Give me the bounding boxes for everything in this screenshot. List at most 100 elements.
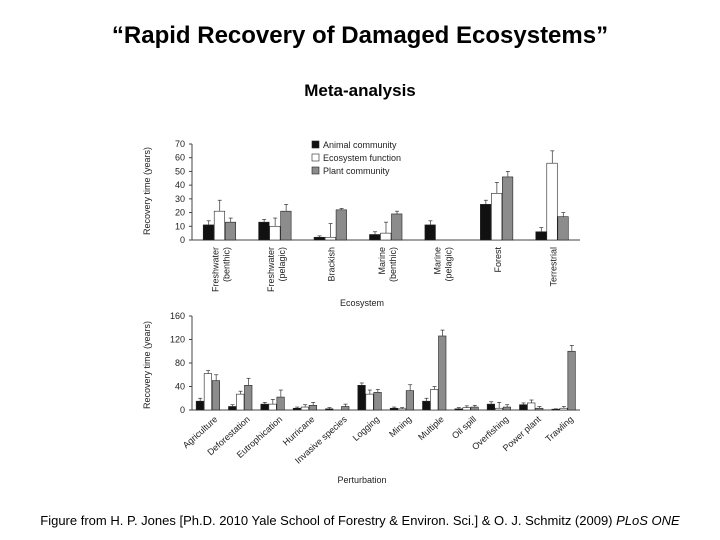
bar-animal-community-oil-spill bbox=[454, 408, 463, 411]
x-tick-label-oil-spill: Oil spill bbox=[450, 414, 478, 441]
bar-animal-community-freshwater-pelagic bbox=[258, 221, 270, 241]
x-axis-label: Ecosystem bbox=[340, 298, 384, 308]
bar-plant-community-freshwater-benthic bbox=[224, 221, 237, 241]
legend: Animal community Ecosystem function Plant … bbox=[311, 140, 401, 176]
bar-plant-community-deforestation bbox=[244, 385, 253, 411]
x-tick-label-line: Brackish bbox=[327, 247, 337, 282]
legend-label-ecosystem-function: Ecosystem function bbox=[323, 153, 401, 163]
x-tick-label-line: Freshwater bbox=[266, 247, 276, 292]
y-tick-label: 80 bbox=[175, 358, 185, 368]
bar-animal-community-brackish bbox=[313, 236, 325, 241]
bar-animal-community-overfishing bbox=[486, 403, 495, 411]
bar-plant-community-terrestrial bbox=[557, 216, 569, 241]
legend-label-animal-community: Animal community bbox=[323, 140, 397, 150]
x-tick-label-line: Terrestrial bbox=[548, 247, 558, 287]
bar-ecosystem-function-overfishing bbox=[494, 407, 503, 411]
bar-animal-community-agriculture bbox=[195, 400, 204, 411]
x-tick-label-terrestrial: Terrestrial bbox=[548, 247, 558, 287]
y-tick-label: 20 bbox=[175, 208, 185, 218]
x-tick-label-line: Marine bbox=[377, 247, 387, 275]
bar-animal-community-eutrophication bbox=[260, 403, 269, 411]
bar-ecosystem-function-forest bbox=[491, 193, 503, 241]
bar-animal-community-invasive-species bbox=[325, 408, 334, 411]
y-tick-label: 40 bbox=[175, 382, 185, 392]
x-tick-label-line: (benthic) bbox=[388, 247, 398, 282]
bar-ecosystem-function-trawling bbox=[559, 407, 568, 411]
x-tick-label-marine-pelagic: Marine (pelagic) bbox=[432, 247, 453, 282]
y-axis-label: Recovery time (years) bbox=[142, 321, 152, 409]
bar-ecosystem-function-agriculture bbox=[203, 373, 212, 411]
legend-swatch-ecosystem-function bbox=[311, 153, 320, 162]
bar-plant-community-freshwater-pelagic bbox=[280, 210, 292, 241]
bar-plant-community-agriculture bbox=[211, 380, 220, 411]
legend-swatch-animal-community bbox=[311, 140, 320, 149]
bar-ecosystem-function-oil-spill bbox=[462, 407, 471, 411]
bar-animal-community-multiple bbox=[422, 400, 431, 411]
y-axis-label: Recovery time (years) bbox=[142, 147, 152, 235]
x-tick-label-line: Forest bbox=[493, 247, 503, 273]
bar-animal-community-forest bbox=[480, 204, 492, 241]
x-tick-label-line: (pelagic) bbox=[443, 247, 453, 282]
chart-2: 0 40 80 120 160 Recovery time (years) Perturba… bbox=[142, 311, 580, 485]
bar-ecosystem-function-power-plant bbox=[527, 402, 536, 411]
bar-plant-community-forest bbox=[502, 176, 514, 241]
x-tick-label-trawling: Trawling bbox=[543, 414, 575, 444]
legend-swatch-plant-community bbox=[311, 166, 320, 175]
bar-plant-community-hurricane bbox=[308, 404, 317, 411]
bar-ecosystem-function-eutrophication bbox=[268, 403, 277, 411]
y-tick-label: 50 bbox=[175, 166, 185, 176]
bar-animal-community-mining bbox=[389, 407, 398, 411]
y-tick-label: 160 bbox=[170, 311, 185, 321]
legend-label-plant-community: Plant community bbox=[323, 166, 390, 176]
bar-animal-community-marine-pelagic bbox=[424, 224, 436, 241]
caption-journal: PLoS ONE bbox=[616, 513, 680, 528]
bar-ecosystem-function-terrestrial bbox=[546, 162, 558, 241]
bar-ecosystem-function-logging bbox=[365, 393, 374, 411]
bar-plant-community-mining bbox=[405, 390, 414, 411]
y-tick-label: 120 bbox=[170, 335, 185, 345]
bar-plant-community-logging bbox=[373, 392, 382, 411]
x-tick-label-line: Marine bbox=[432, 247, 442, 275]
bar-ecosystem-function-mining bbox=[397, 408, 406, 411]
y-tick-label: 10 bbox=[175, 221, 185, 231]
slide-title: “Rapid Recovery of Damaged Ecosystems” bbox=[111, 22, 609, 49]
x-tick-label-line: (benthic) bbox=[222, 247, 232, 282]
bar-animal-community-marine-benthic bbox=[369, 234, 381, 241]
bar-ecosystem-function-hurricane bbox=[300, 406, 309, 411]
x-tick-label-multiple: Multiple bbox=[416, 414, 446, 442]
x-tick-label-mining: Mining bbox=[387, 414, 413, 439]
bar-plant-community-eutrophication bbox=[276, 396, 285, 411]
bar-ecosystem-function-deforestation bbox=[236, 393, 245, 411]
bar-ecosystem-function-marine-benthic bbox=[380, 232, 392, 241]
bar-ecosystem-function-freshwater-benthic bbox=[213, 210, 226, 241]
y-tick-label: 30 bbox=[175, 194, 185, 204]
x-tick-label-brackish: Brackish bbox=[327, 247, 337, 282]
x-tick-label-marine-benthic: Marine (benthic) bbox=[377, 247, 398, 282]
bar-plant-community-brackish bbox=[335, 209, 347, 241]
x-tick-label-logging: Logging bbox=[351, 414, 382, 443]
x-tick-label-line: (pelagic) bbox=[277, 247, 287, 282]
x-axis-label: Perturbation bbox=[337, 475, 386, 485]
caption-text: Figure from H. P. Jones [Ph.D. 2010 Yale… bbox=[40, 513, 617, 528]
slide-subtitle: Meta-analysis bbox=[304, 81, 416, 100]
y-tick-label: 0 bbox=[180, 405, 185, 415]
bar-plant-community-marine-benthic bbox=[391, 213, 403, 241]
x-tick-label-line: Freshwater bbox=[211, 247, 221, 292]
bar-plant-community-invasive-species bbox=[341, 406, 350, 411]
y-tick-label: 0 bbox=[180, 235, 185, 245]
bar-plant-community-power-plant bbox=[535, 407, 544, 411]
bar-animal-community-freshwater-benthic bbox=[202, 224, 215, 241]
bar-animal-community-terrestrial bbox=[535, 231, 547, 241]
x-tick-label-forest: Forest bbox=[493, 247, 503, 273]
bar-animal-community-hurricane bbox=[292, 407, 301, 411]
bar-animal-community-logging bbox=[357, 385, 366, 411]
x-tick-label-freshwater-pelagic: Freshwater (pelagic) bbox=[266, 247, 287, 292]
bar-animal-community-power-plant bbox=[519, 404, 528, 411]
bar-ecosystem-function-brackish bbox=[324, 236, 336, 241]
x-tick-label-freshwater-benthic: Freshwater (benthic) bbox=[211, 247, 232, 292]
figure-caption: Figure from H. P. Jones [Ph.D. 2010 Yale… bbox=[0, 513, 720, 528]
y-tick-label: 70 bbox=[175, 139, 185, 149]
chart-1: 0 10 20 30 40 50 60 70 Recovery time (years) Ecos… bbox=[142, 139, 580, 308]
bar-plant-community-multiple bbox=[438, 335, 447, 411]
